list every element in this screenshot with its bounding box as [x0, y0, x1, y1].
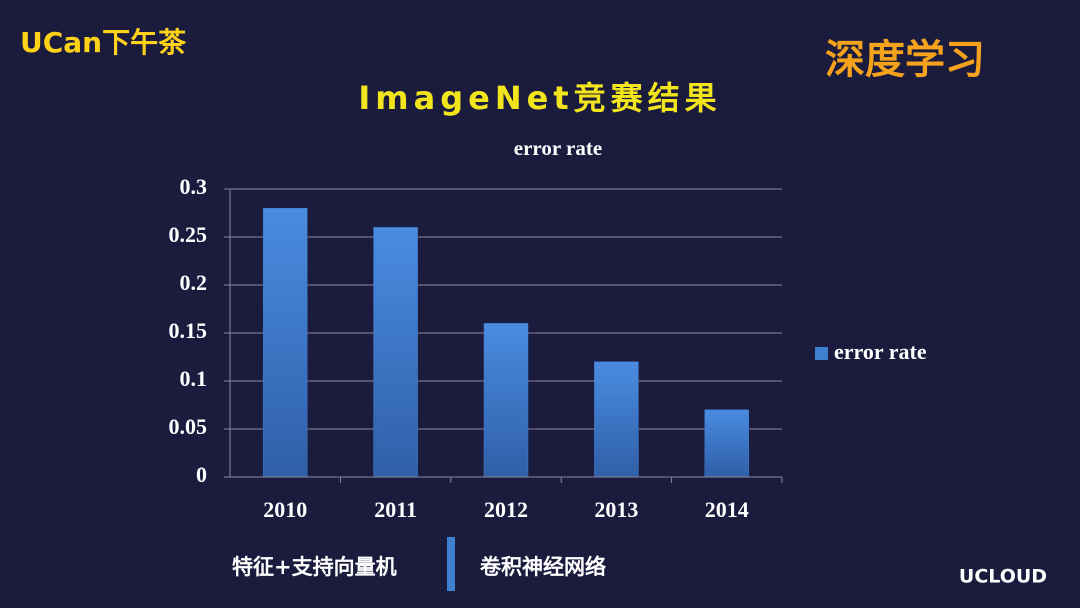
- x-tick-label: 2014: [705, 497, 749, 522]
- heading: 深度学习: [825, 37, 985, 83]
- divider: [447, 537, 455, 591]
- y-tick-label: 0.15: [169, 318, 208, 343]
- legend-swatch: [815, 347, 828, 360]
- y-tick-label: 0.3: [180, 174, 208, 199]
- y-tick-label: 0.1: [180, 366, 208, 391]
- bar: [594, 361, 639, 478]
- footer: UCLOUD: [959, 566, 1047, 588]
- y-tick-label: 0.25: [169, 222, 208, 247]
- bar: [704, 409, 750, 478]
- logo: UCan下午茶: [20, 26, 187, 59]
- annotation: 卷积神经网络: [480, 555, 606, 579]
- bar: [262, 207, 308, 478]
- x-tick-label: 2010: [263, 497, 307, 522]
- bar: [483, 323, 529, 478]
- slide-title: ImageNet竞赛结果: [358, 79, 721, 117]
- x-tick-label: 2012: [484, 497, 528, 522]
- y-tick-label: 0: [196, 462, 207, 487]
- chart-title: error rate: [514, 136, 602, 160]
- annotation: 特征+支持向量机: [232, 555, 397, 579]
- x-tick-label: 2013: [594, 497, 638, 522]
- y-tick-label: 0.05: [169, 414, 208, 439]
- x-tick-label: 2011: [374, 497, 417, 522]
- y-tick-label: 0.2: [180, 270, 208, 295]
- legend-label: error rate: [834, 339, 927, 364]
- bar: [373, 227, 418, 478]
